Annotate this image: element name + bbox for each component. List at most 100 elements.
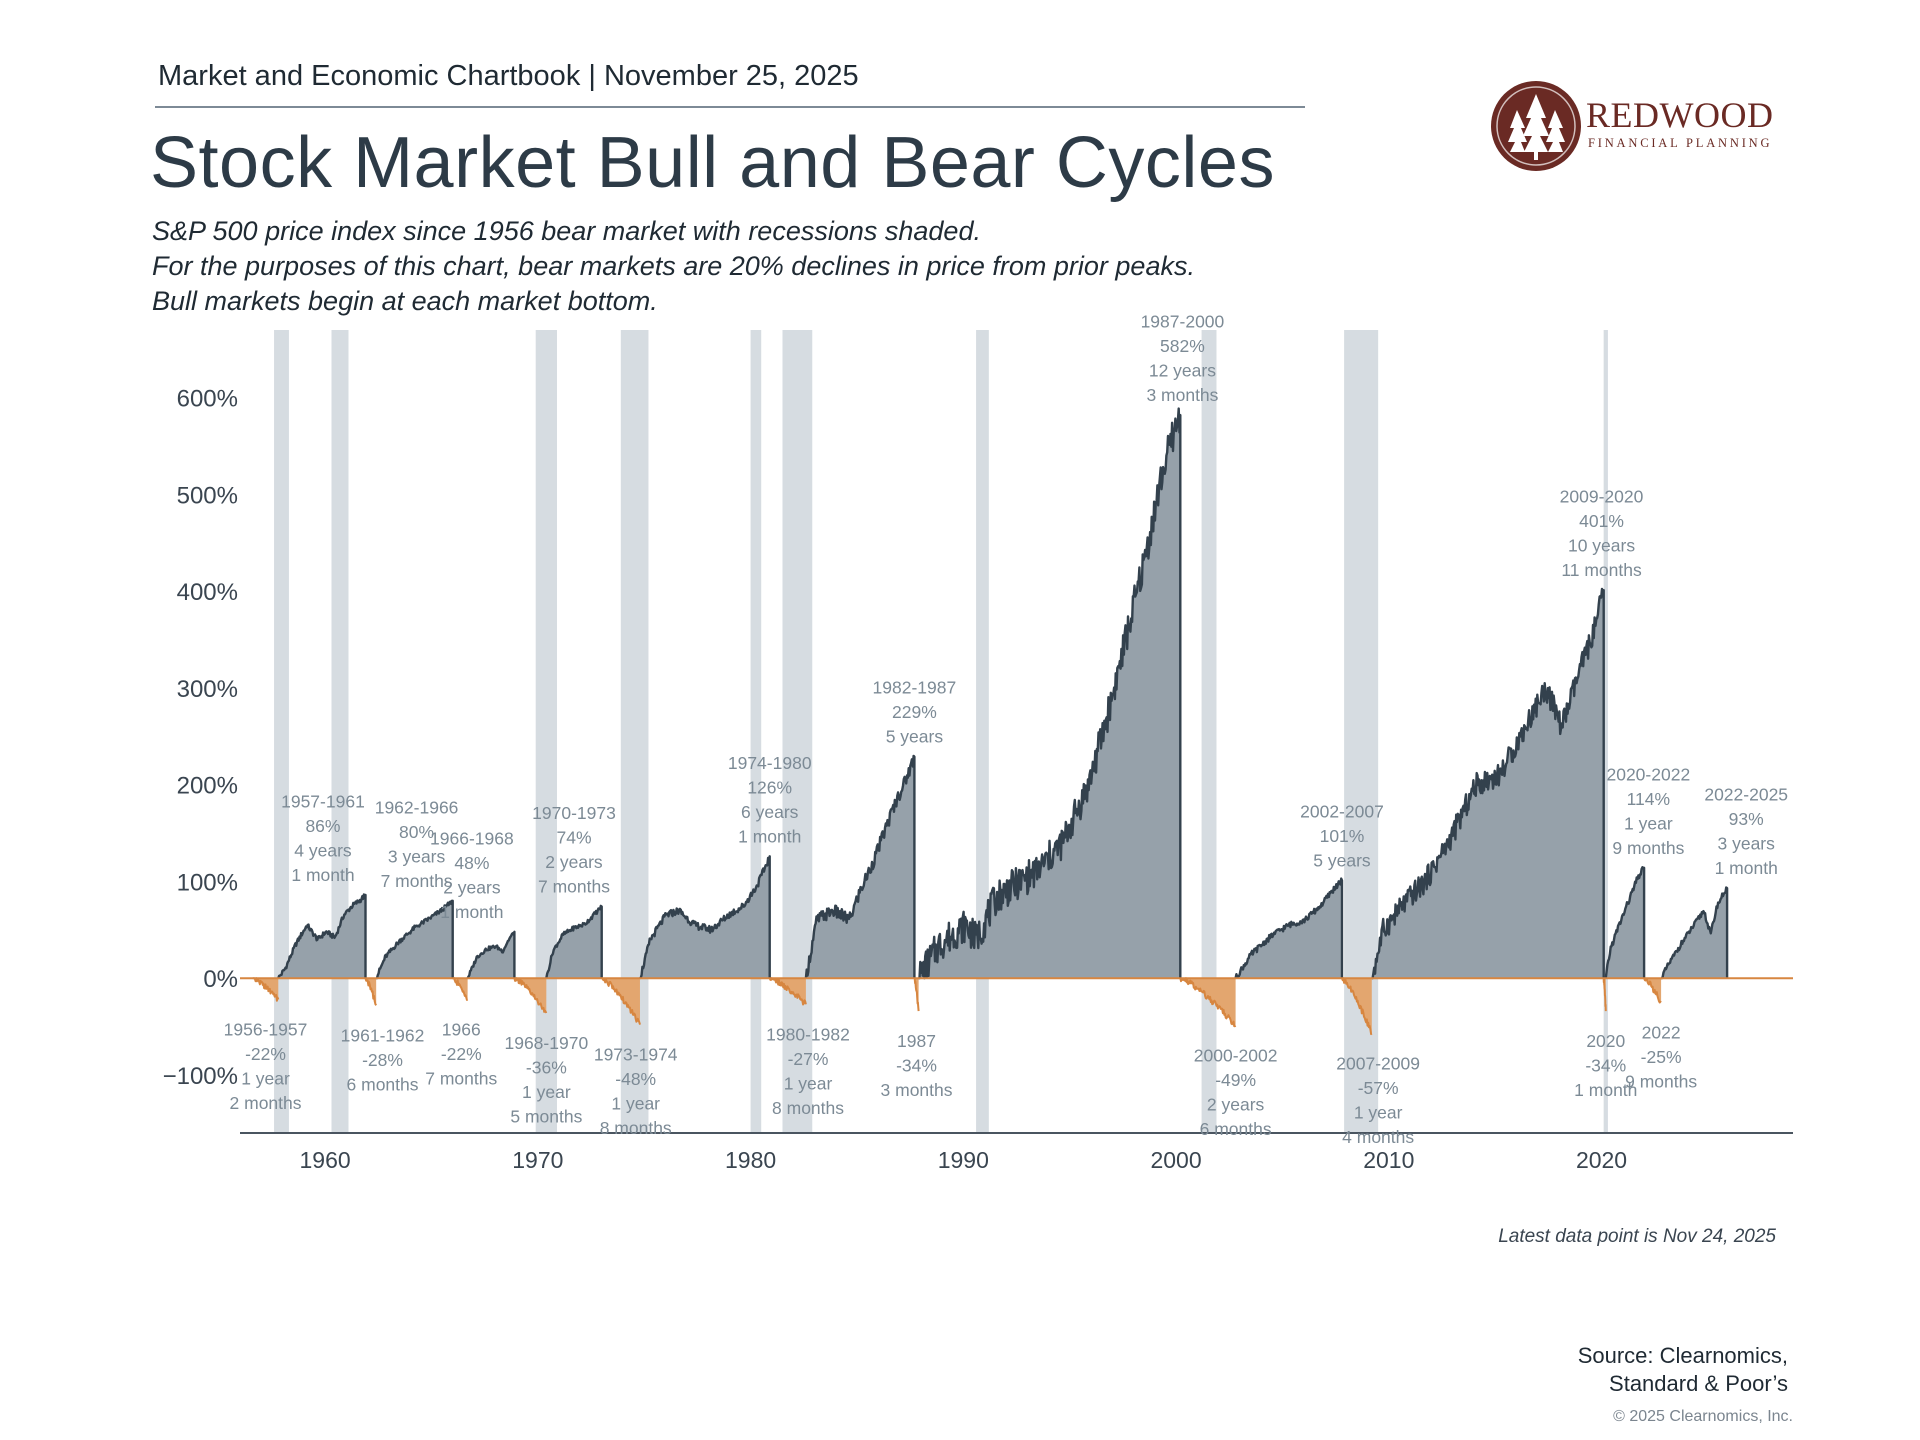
bear-annotation-line: 1 year	[241, 1068, 290, 1088]
bear-annotation-line: -25%	[1641, 1047, 1682, 1067]
bull-market-line	[804, 754, 916, 979]
bear-annotation-line: 1 year	[522, 1082, 571, 1102]
bear-annotation-line: 9 months	[1625, 1071, 1697, 1091]
bear-annotation-line: 4 months	[1342, 1127, 1414, 1147]
bull-annotation-line: 6 years	[741, 802, 799, 822]
bull-market-area	[1661, 887, 1728, 979]
subtitle-line-3: Bull markets begin at each market bottom…	[152, 286, 658, 316]
bear-market-line	[513, 977, 548, 1014]
bull-market-line	[1660, 886, 1729, 980]
bull-annotation: 2002-2007 101% 5 years	[1300, 801, 1384, 870]
bear-annotation-line: 1966	[442, 1019, 481, 1039]
source-credit: Source: Clearnomics, Standard & Poor’s	[1578, 1342, 1788, 1398]
bear-annotation-line: 1 year	[784, 1073, 833, 1093]
y-tick-label: 500%	[177, 482, 238, 509]
bear-annotation-line: 8 months	[772, 1098, 844, 1118]
bear-annotation-line: 2022	[1642, 1022, 1681, 1042]
bear-market-area	[252, 978, 279, 1001]
bull-annotation-line: 93%	[1729, 809, 1764, 829]
source-line-1: Source: Clearnomics,	[1577, 1343, 1788, 1368]
y-tick-label: 0%	[203, 966, 238, 993]
bear-market-area	[1180, 978, 1236, 1027]
bull-annotation-line: 11 months	[1561, 560, 1642, 580]
bull-annotation-line: 4 years	[294, 841, 352, 861]
bull-annotation-line: 1 month	[1715, 858, 1778, 878]
bull-market-line	[639, 855, 771, 980]
bear-annotation-line: 6 months	[347, 1074, 419, 1094]
bull-market-line	[277, 893, 367, 979]
recession-band	[750, 330, 762, 1133]
bull-market-area	[1605, 867, 1645, 979]
bull-annotation: 1966-1968 48% 2 years 1 month	[430, 828, 514, 922]
recession-band	[274, 330, 289, 1133]
y-tick-label: 200%	[177, 773, 238, 800]
bull-annotation-line: 48%	[454, 853, 489, 873]
bull-annotation-line: 1962-1966	[375, 797, 459, 817]
bull-annotation: 1987-2000 582% 12 years 3 months	[1141, 312, 1225, 406]
page-title: Stock Market Bull and Bear Cycles	[150, 123, 1275, 203]
x-tick-label: 2010	[1363, 1147, 1414, 1173]
bear-annotation-line: -48%	[615, 1069, 656, 1089]
bull-annotation-line: 80%	[399, 822, 434, 842]
bull-annotation-line: 74%	[556, 828, 591, 848]
bull-annotation-line: 1970-1973	[532, 803, 616, 823]
bull-annotation: 1982-1987 229% 5 years	[873, 678, 957, 747]
bull-market-area	[1235, 878, 1342, 979]
bull-annotation-line: 2002-2007	[1300, 801, 1384, 821]
bull-market-area	[376, 900, 453, 979]
bull-annotation-line: 582%	[1160, 336, 1205, 356]
bull-annotation-line: 1 year	[1624, 813, 1673, 833]
bear-market-line	[601, 977, 641, 1025]
recession-band	[782, 330, 813, 1133]
logo-wordmark: REDWOOD	[1586, 95, 1774, 135]
chart-subtitle: S&P 500 price index since 1956 bear mark…	[152, 214, 1195, 319]
source-line-2: Standard & Poor’s	[1609, 1371, 1788, 1396]
bear-market-line	[252, 977, 280, 1002]
bear-annotation-line: -57%	[1358, 1078, 1399, 1098]
bear-annotation-line: -34%	[1585, 1056, 1626, 1076]
bear-market-area	[769, 978, 806, 1005]
subtitle-line-1: S&P 500 price index since 1956 bear mark…	[152, 216, 981, 246]
bull-annotation-line: 7 months	[381, 871, 453, 891]
bear-annotation-line: -34%	[896, 1056, 937, 1076]
bear-annotation-line: 1 year	[611, 1094, 660, 1114]
bull-annotation-line: 1 month	[440, 902, 503, 922]
x-tick-label: 2020	[1576, 1147, 1627, 1173]
bear-annotation-line: -36%	[526, 1058, 567, 1078]
bull-market-line	[545, 904, 603, 979]
bear-annotation-line: 1956-1957	[224, 1019, 308, 1039]
bear-market-area	[601, 978, 640, 1025]
latest-data-note: Latest data point is Nov 24, 2025	[1498, 1226, 1776, 1247]
bull-market-area	[918, 408, 1181, 979]
bull-annotation-line: 3 years	[1718, 834, 1776, 854]
y-tick-label: 600%	[177, 386, 238, 413]
bull-annotation-line: 10 years	[1568, 536, 1635, 556]
bull-annotation-line: 101%	[1320, 826, 1365, 846]
bear-market-area	[1341, 978, 1372, 1035]
bull-annotation: 1970-1973 74% 2 years 7 months	[532, 803, 616, 897]
logo-tagline: FINANCIAL PLANNING	[1588, 136, 1773, 150]
bull-annotation-line: 2009-2020	[1560, 487, 1644, 507]
bull-annotation-line: 1 month	[291, 865, 354, 885]
bull-annotation: 1974-1980 126% 6 years 1 month	[728, 753, 812, 847]
x-tick-label: 2000	[1150, 1147, 1201, 1173]
recession-band	[1201, 330, 1217, 1133]
bear-market-area	[452, 978, 468, 1000]
bear-annotation-line: 2 years	[1207, 1095, 1265, 1115]
bull-annotation-line: 2 years	[545, 852, 603, 872]
bear-annotation-line: 1961-1962	[341, 1025, 425, 1045]
bear-annotation-line: 6 months	[1200, 1119, 1272, 1139]
bull-market-line	[375, 899, 454, 980]
bull-market-area	[639, 856, 770, 979]
bull-annotation-line: 229%	[892, 702, 937, 722]
bear-annotation-line: 1968-1970	[504, 1033, 588, 1053]
bull-market-line	[918, 407, 1182, 980]
y-tick-label: 100%	[177, 869, 238, 896]
bear-annotation: 2000-2002 -49% 2 years 6 months	[1194, 1046, 1278, 1140]
bull-annotation-line: 1957-1961	[281, 792, 365, 812]
bear-annotation: 2020 -34% 1 month	[1574, 1031, 1637, 1100]
bull-annotation-line: 3 months	[1146, 385, 1218, 405]
bull-annotation-line: 1974-1980	[728, 753, 812, 773]
bull-annotation-line: 7 months	[538, 877, 610, 897]
